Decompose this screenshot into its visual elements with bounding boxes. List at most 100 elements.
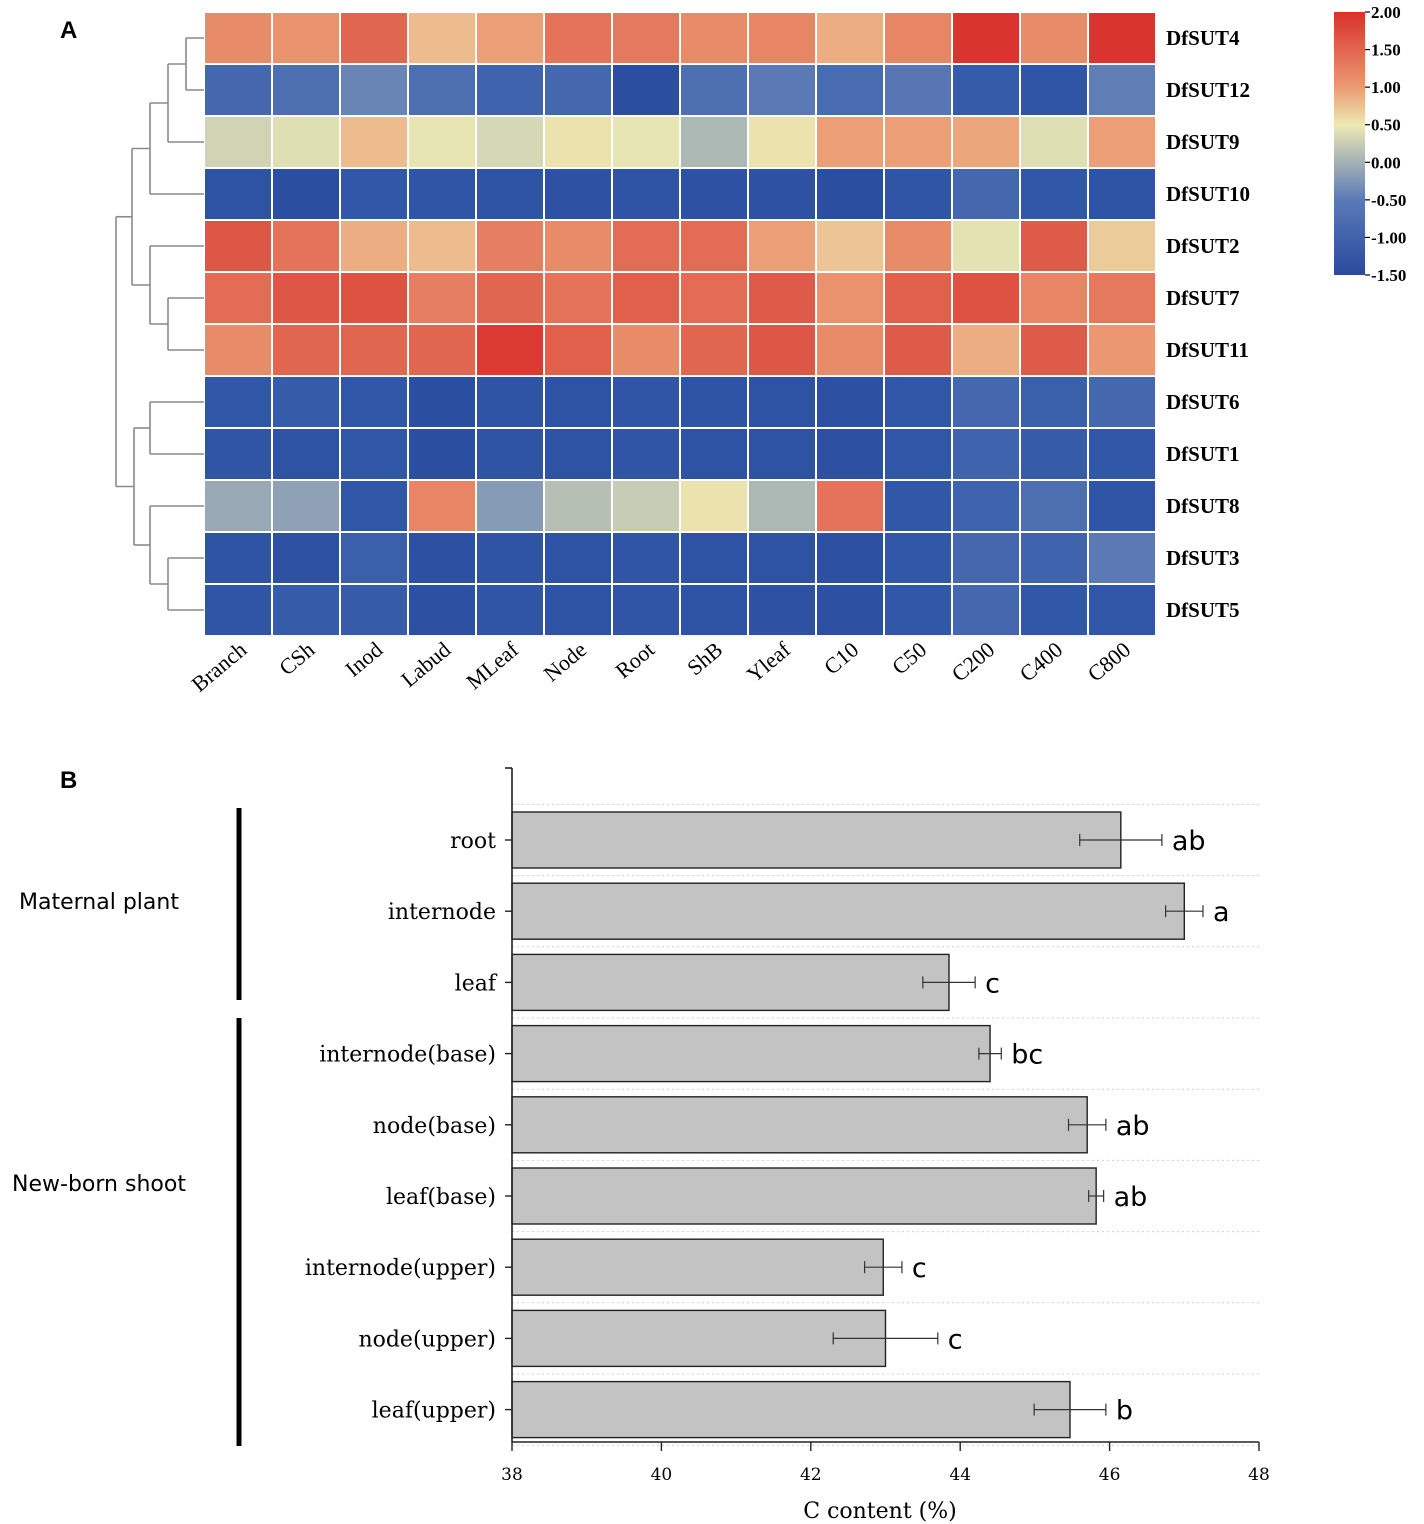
category-label: internode (388, 900, 496, 925)
row-label: DfSUT1 (1166, 442, 1240, 466)
heatmap-cell-DfSUT9-C200 (951, 115, 1021, 169)
row-label: DfSUT5 (1166, 598, 1240, 622)
heatmap-cell-DfSUT1-C10 (815, 427, 885, 481)
heatmap-cell-DfSUT12-MLeaf (475, 63, 545, 117)
heatmap-cell-DfSUT6-Labud (407, 375, 477, 429)
heatmap-cell-DfSUT12-CSh (271, 63, 341, 117)
row-label: DfSUT10 (1166, 182, 1250, 206)
row-label: DfSUT9 (1166, 130, 1240, 154)
colorbar-tick-label: -0.50 (1371, 191, 1406, 210)
heatmap-cell-DfSUT7-Yleaf (747, 271, 817, 325)
heatmap-cell-DfSUT5-Branch (203, 583, 273, 637)
heatmap-cell-DfSUT2-C400 (1019, 219, 1089, 273)
heatmap-cell-DfSUT12-C200 (951, 63, 1021, 117)
heatmap-cell-DfSUT4-Branch (203, 11, 273, 65)
heatmap-cell-DfSUT8-CSh (271, 479, 341, 533)
heatmap-cell-DfSUT6-Root (611, 375, 681, 429)
row-label: DfSUT3 (1166, 546, 1240, 570)
heatmap-cell-DfSUT3-C400 (1019, 531, 1089, 585)
bar-node(upper) (511, 1309, 887, 1368)
heatmap-cell-DfSUT4-Root (611, 11, 681, 65)
heatmap-cell-DfSUT8-C800 (1087, 479, 1157, 533)
heatmap-cell-DfSUT1-ShB (679, 427, 749, 481)
heatmap-cell-DfSUT4-CSh (271, 11, 341, 65)
heatmap-cell-DfSUT3-ShB (679, 531, 749, 585)
heatmap-cell-DfSUT8-Root (611, 479, 681, 533)
column-label: C800 (1083, 637, 1136, 687)
heatmap-cell-DfSUT7-ShB (679, 271, 749, 325)
heatmap-cell-DfSUT6-ShB (679, 375, 749, 429)
column-label: MLeaf (461, 636, 523, 694)
category-label: root (450, 829, 496, 854)
heatmap-cell-DfSUT1-CSh (271, 427, 341, 481)
column-label: ShB (682, 637, 727, 681)
x-tick-label: 42 (800, 1465, 822, 1485)
heatmap-cell-DfSUT8-MLeaf (475, 479, 545, 533)
heatmap-cell-DfSUT12-C10 (815, 63, 885, 117)
heatmap-cell-DfSUT4-Node (543, 11, 613, 65)
heatmap-cell-DfSUT11-C800 (1087, 323, 1157, 377)
row-label: DfSUT4 (1166, 26, 1240, 50)
heatmap-cell-DfSUT9-Node (543, 115, 613, 169)
heatmap-cell-DfSUT11-ShB (679, 323, 749, 377)
colorbar-tick-label: -1.00 (1371, 228, 1406, 247)
heatmap: DfSUT4 DfSUT12 DfSUT9 DfSUT10 DfSUT2 DfSUT7 Df… (115, 11, 1250, 697)
heatmap-cell-DfSUT11-Yleaf (747, 323, 817, 377)
panel-label-a: A (60, 17, 77, 44)
heatmap-cell-DfSUT10-C200 (951, 167, 1021, 221)
heatmap-cell-DfSUT4-C400 (1019, 11, 1089, 65)
heatmap-cell-DfSUT7-Labud (407, 271, 477, 325)
heatmap-cell-DfSUT7-CSh (271, 271, 341, 325)
heatmap-cell-DfSUT5-Inod (339, 583, 409, 637)
heatmap-cell-DfSUT10-MLeaf (475, 167, 545, 221)
heatmap-cell-DfSUT2-Root (611, 219, 681, 273)
heatmap-cell-DfSUT2-Yleaf (747, 219, 817, 273)
panel-label-b: B (60, 767, 77, 794)
column-label: Root (610, 637, 659, 684)
heatmap-cell-DfSUT5-Node (543, 583, 613, 637)
significance-label: c (985, 968, 1000, 999)
column-label: C10 (819, 637, 863, 680)
row-label: DfSUT2 (1166, 234, 1240, 258)
heatmap-cell-DfSUT2-Inod (339, 219, 409, 273)
colorbar-tick-label: 0.00 (1371, 153, 1401, 172)
heatmap-cell-DfSUT4-C10 (815, 11, 885, 65)
heatmap-cell-DfSUT5-ShB (679, 583, 749, 637)
significance-label: c (912, 1253, 927, 1284)
heatmap-cell-DfSUT2-Labud (407, 219, 477, 273)
bar-chart: abrootainternodecleafbcinternode(base)ab… (12, 767, 1270, 1524)
heatmap-cell-DfSUT1-Branch (203, 427, 273, 481)
x-axis-label: C content (%) (803, 1499, 957, 1524)
heatmap-cell-DfSUT12-Node (543, 63, 613, 117)
heatmap-cell-DfSUT8-Inod (339, 479, 409, 533)
heatmap-cell-DfSUT6-Branch (203, 375, 273, 429)
heatmap-cell-DfSUT6-C200 (951, 375, 1021, 429)
heatmap-cell-DfSUT7-Inod (339, 271, 409, 325)
column-label: Yleaf (742, 636, 796, 687)
category-label: leaf (455, 971, 498, 996)
x-tick-label: 46 (1099, 1465, 1121, 1485)
heatmap-cell-DfSUT4-Inod (339, 11, 409, 65)
heatmap-cell-DfSUT5-C800 (1087, 583, 1157, 637)
heatmap-cell-DfSUT11-C10 (815, 323, 885, 377)
heatmap-cell-DfSUT1-MLeaf (475, 427, 545, 481)
heatmap-cell-DfSUT9-Yleaf (747, 115, 817, 169)
colorbar-tick-label: 1.00 (1371, 78, 1401, 97)
colorbar: 2.00 1.50 1.00 0.50 0.00 -0.50 -1.00 -1.50 (1334, 3, 1406, 285)
row-dendrogram (115, 37, 204, 611)
heatmap-cell-DfSUT3-C800 (1087, 531, 1157, 585)
heatmap-cell-DfSUT5-Labud (407, 583, 477, 637)
heatmap-cell-DfSUT1-C200 (951, 427, 1021, 481)
heatmap-cells (203, 11, 1157, 637)
heatmap-cell-DfSUT10-Branch (203, 167, 273, 221)
column-label: C200 (947, 637, 1000, 687)
heatmap-cell-DfSUT11-Inod (339, 323, 409, 377)
heatmap-cell-DfSUT8-Node (543, 479, 613, 533)
heatmap-cell-DfSUT7-C10 (815, 271, 885, 325)
heatmap-cell-DfSUT2-CSh (271, 219, 341, 273)
bars: abrootainternodecleafbcinternode(base)ab… (305, 811, 1230, 1439)
heatmap-cell-DfSUT12-Root (611, 63, 681, 117)
heatmap-cell-DfSUT8-C10 (815, 479, 885, 533)
column-label: Labud (396, 637, 455, 692)
heatmap-cell-DfSUT3-C200 (951, 531, 1021, 585)
